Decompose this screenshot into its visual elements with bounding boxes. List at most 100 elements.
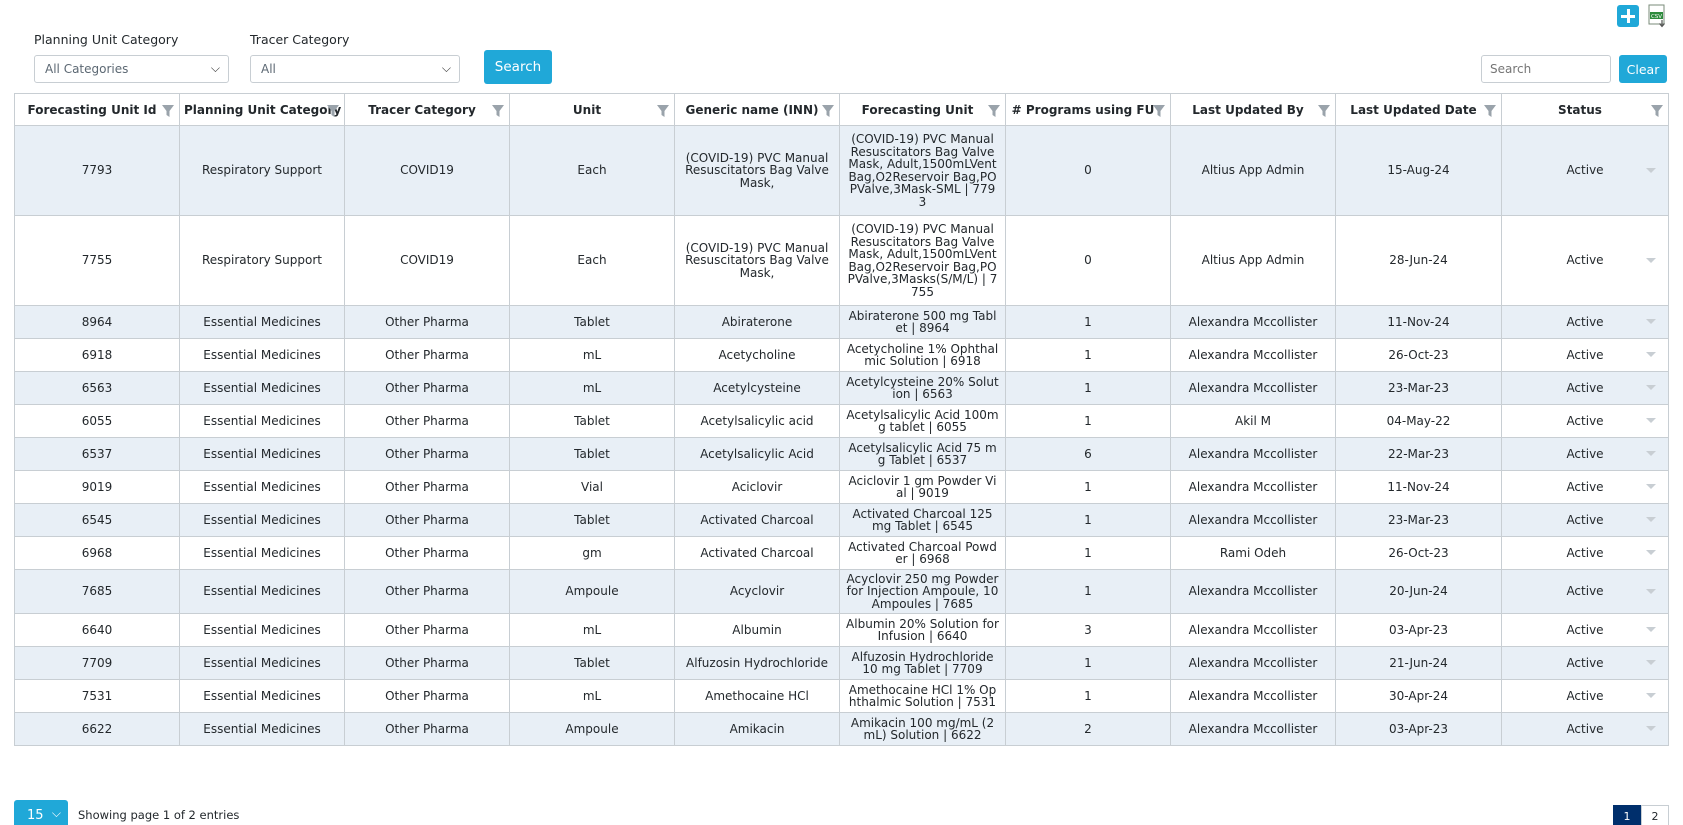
caret-down-icon[interactable] xyxy=(1646,484,1656,489)
cell-programs-count: 1 xyxy=(1005,305,1171,339)
page-button[interactable]: 2 xyxy=(1641,805,1669,825)
cell-planning-unit-category-text: Essential Medicines xyxy=(203,347,321,362)
caret-down-icon[interactable] xyxy=(1646,319,1656,324)
cell-last-updated-date-text: 30-Apr-24 xyxy=(1389,688,1448,703)
cell-forecasting-unit-id: 7685 xyxy=(14,569,180,614)
caret-down-icon[interactable] xyxy=(1646,588,1656,594)
cell-forecasting-unit-id-text: 7685 xyxy=(81,584,113,599)
filter-icon[interactable] xyxy=(1483,104,1497,118)
column-header-label: Last Updated By xyxy=(1192,102,1304,117)
column-header[interactable]: Unit xyxy=(509,93,675,126)
cell-last-updated-date: 04-May-22 xyxy=(1335,404,1502,438)
cell-generic-name-text: Albumin xyxy=(732,622,782,637)
cell-forecasting-unit: Abiraterone 500 mg Tablet | 8964 xyxy=(839,305,1006,339)
caret-down-icon[interactable] xyxy=(1646,550,1656,555)
filter-icon[interactable] xyxy=(1317,104,1331,118)
cell-status-text: Active xyxy=(1566,347,1604,362)
tracer-category-select[interactable]: All ⌵ xyxy=(250,55,460,83)
table-row[interactable]: 8964 Essential Medicines Other Pharma Table… xyxy=(14,305,1669,339)
cell-last-updated-date: 03-Apr-23 xyxy=(1335,712,1502,746)
cell-forecasting-unit-id: 6537 xyxy=(14,437,180,471)
filter-icon[interactable] xyxy=(326,104,340,118)
cell-generic-name-text: Acetycholine xyxy=(718,347,796,362)
cell-unit: Tablet xyxy=(509,305,675,339)
column-header[interactable]: Status xyxy=(1501,93,1669,126)
filter-icon[interactable] xyxy=(987,104,1001,118)
caret-down-icon[interactable] xyxy=(1646,726,1656,731)
caret-down-icon[interactable] xyxy=(1646,385,1656,390)
caret-down-icon[interactable] xyxy=(1646,627,1656,632)
cell-unit: Each xyxy=(509,125,675,216)
cell-forecasting-unit: Acetycholine 1% Ophthalmic Solution | 69… xyxy=(839,338,1006,372)
planning-unit-category-select[interactable]: All Categories ⌵ xyxy=(34,55,229,83)
cell-programs-count: 1 xyxy=(1005,371,1171,405)
svg-text:CSV: CSV xyxy=(1651,14,1662,20)
filter-icon[interactable] xyxy=(656,104,670,118)
table-row[interactable]: 7531 Essential Medicines Other Pharma mL Ame… xyxy=(14,679,1669,713)
table-row[interactable]: 7685 Essential Medicines Other Pharma Ampou… xyxy=(14,569,1669,614)
caret-down-icon[interactable] xyxy=(1646,352,1656,357)
column-header[interactable]: Last Updated By xyxy=(1170,93,1336,126)
column-header[interactable]: Tracer Category xyxy=(344,93,510,126)
filter-icon[interactable] xyxy=(1152,104,1166,118)
cell-tracer-category: COVID19 xyxy=(344,125,510,216)
table-row[interactable]: 7709 Essential Medicines Other Pharma Table… xyxy=(14,646,1669,680)
cell-programs-count: 2 xyxy=(1005,712,1171,746)
column-header[interactable]: Planning Unit Category xyxy=(179,93,345,126)
search-input[interactable] xyxy=(1481,55,1611,83)
column-header[interactable]: Generic name (INN) xyxy=(674,93,840,126)
caret-down-icon[interactable] xyxy=(1646,451,1656,456)
cell-forecasting-unit-id-text: 6563 xyxy=(81,380,113,395)
cell-forecasting-unit-text: Amikacin 100 mg/mL (2 mL) Solution | 662… xyxy=(850,715,995,742)
table-row[interactable]: 9019 Essential Medicines Other Pharma Vial A… xyxy=(14,470,1669,504)
cell-planning-unit-category-text: Essential Medicines xyxy=(203,721,321,736)
column-header[interactable]: Last Updated Date xyxy=(1335,93,1502,126)
cell-generic-name: Abiraterone xyxy=(674,305,840,339)
cell-unit: Tablet xyxy=(509,404,675,438)
cell-planning-unit-category-text: Essential Medicines xyxy=(203,688,321,703)
caret-down-icon[interactable] xyxy=(1646,660,1656,665)
cell-last-updated-date-text: 03-Apr-23 xyxy=(1389,721,1448,736)
cell-planning-unit-category-text: Respiratory Support xyxy=(201,163,322,178)
filter-icon[interactable] xyxy=(1650,104,1664,118)
table-row[interactable]: 6918 Essential Medicines Other Pharma mL Ace… xyxy=(14,338,1669,372)
table-row[interactable]: 6545 Essential Medicines Other Pharma Table… xyxy=(14,503,1669,537)
cell-last-updated-date-text: 22-Mar-23 xyxy=(1387,446,1450,461)
search-button[interactable]: Search xyxy=(484,50,552,84)
cell-forecasting-unit: Activated Charcoal 125 mg Tablet | 6545 xyxy=(839,503,1006,537)
filter-icon[interactable] xyxy=(491,104,505,118)
caret-down-icon[interactable] xyxy=(1646,693,1656,698)
table-row[interactable]: 7793 Respiratory Support COVID19 Each (COVID… xyxy=(14,125,1669,216)
table-row[interactable]: 6622 Essential Medicines Other Pharma Ampou… xyxy=(14,712,1669,746)
cell-planning-unit-category: Essential Medicines xyxy=(179,437,345,471)
cell-status-text: Active xyxy=(1566,655,1604,670)
caret-down-icon[interactable] xyxy=(1646,257,1656,263)
plus-icon[interactable] xyxy=(1617,5,1639,27)
cell-generic-name-text: Activated Charcoal xyxy=(700,512,814,527)
cell-last-updated-by-text: Akil M xyxy=(1235,413,1271,428)
column-header[interactable]: Forecasting Unit xyxy=(839,93,1006,126)
table-row[interactable]: 7755 Respiratory Support COVID19 Each (COVID… xyxy=(14,215,1669,306)
cell-generic-name-text: Alfuzosin Hydrochloride xyxy=(686,655,828,670)
cell-last-updated-date: 23-Mar-23 xyxy=(1335,371,1502,405)
table-row[interactable]: 6055 Essential Medicines Other Pharma Table… xyxy=(14,404,1669,438)
caret-down-icon[interactable] xyxy=(1646,517,1656,522)
cell-programs-count-text: 2 xyxy=(1084,721,1092,736)
table-row[interactable]: 6968 Essential Medicines Other Pharma gm Act… xyxy=(14,536,1669,570)
page-size-select[interactable]: 15 ⌵ xyxy=(14,800,68,825)
table-row[interactable]: 6640 Essential Medicines Other Pharma mL Alb… xyxy=(14,613,1669,647)
cell-forecasting-unit-id-text: 6640 xyxy=(81,622,113,637)
page-button[interactable]: 1 xyxy=(1613,805,1641,825)
clear-button[interactable]: Clear xyxy=(1619,55,1667,83)
table-row[interactable]: 6537 Essential Medicines Other Pharma Table… xyxy=(14,437,1669,471)
cell-forecasting-unit-id: 8964 xyxy=(14,305,180,339)
filter-icon[interactable] xyxy=(821,104,835,118)
column-header[interactable]: Forecasting Unit Id xyxy=(14,93,180,126)
caret-down-icon[interactable] xyxy=(1646,167,1656,173)
caret-down-icon[interactable] xyxy=(1646,418,1656,423)
table-row[interactable]: 6563 Essential Medicines Other Pharma mL Ace… xyxy=(14,371,1669,405)
column-header[interactable]: # Programs using FU xyxy=(1005,93,1171,126)
filter-icon[interactable] xyxy=(161,104,175,118)
cell-programs-count: 1 xyxy=(1005,470,1171,504)
csv-export-icon[interactable]: CSV xyxy=(1647,4,1669,28)
